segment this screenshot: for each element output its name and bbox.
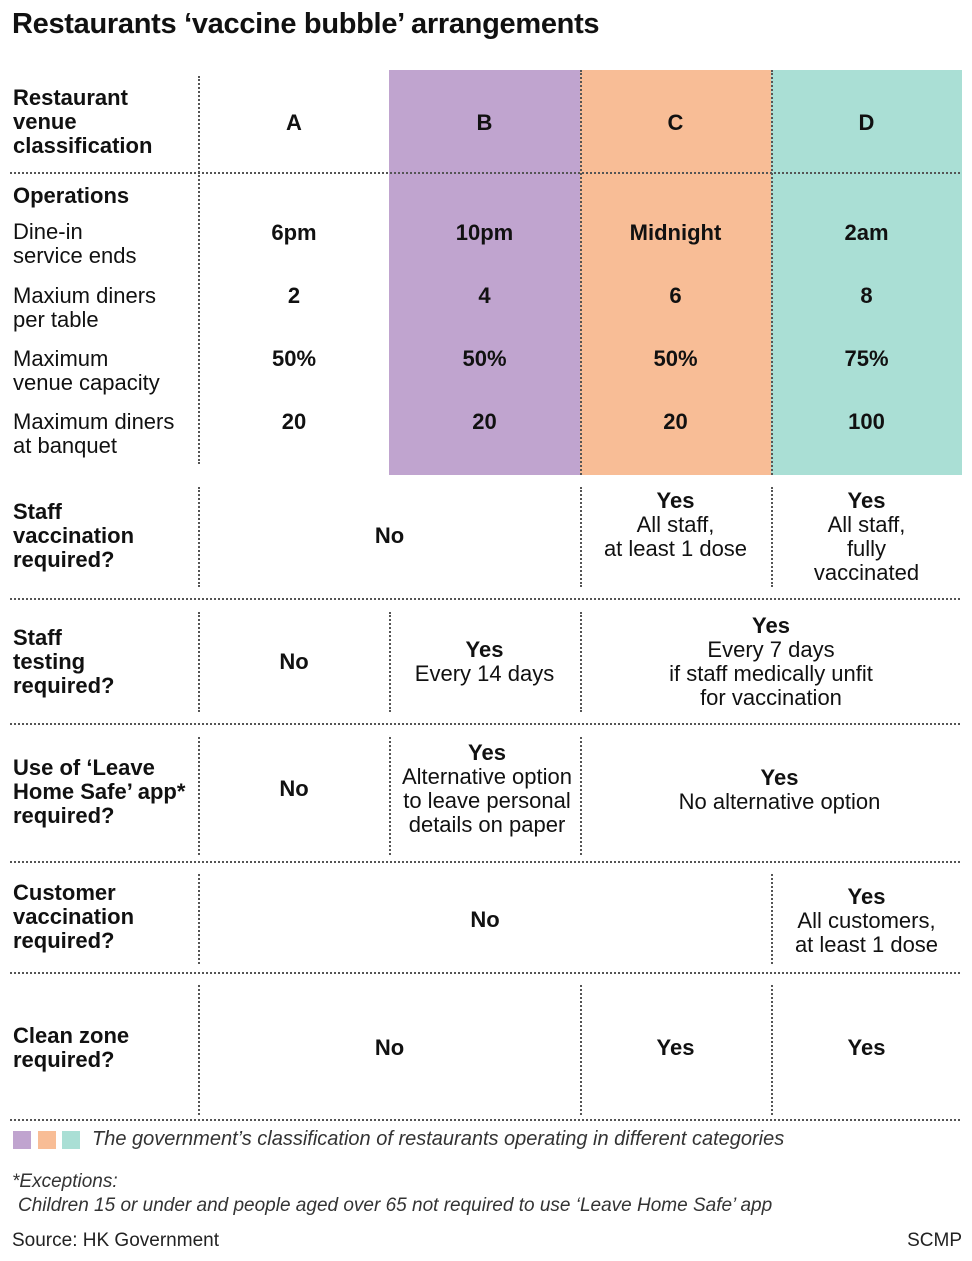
class-b-header: B	[476, 110, 493, 135]
cell-value: 20	[472, 409, 497, 434]
cell-value: 2	[287, 283, 301, 308]
divider	[580, 487, 582, 587]
class-c-header: C	[667, 110, 684, 135]
customer-vaccination-label: Customer vaccination required?	[13, 880, 135, 953]
divider	[198, 76, 200, 464]
header-row-label: Restaurant venue classification	[13, 85, 153, 158]
customer-vaccination-abc: No	[470, 907, 500, 932]
staff-vaccination-d: Yes All staff, fully vaccinated	[813, 488, 920, 585]
row-label: Maxium diners per table	[13, 283, 157, 332]
divider	[580, 737, 582, 855]
divider	[389, 737, 391, 855]
cell-value: 4	[478, 283, 491, 308]
row-label: Dine-in service ends	[13, 219, 137, 268]
divider	[10, 972, 960, 974]
cell-value: 10pm	[455, 220, 514, 245]
operations-label: Operations	[13, 183, 130, 208]
staff-testing-cd: Yes Every 7 days if staff medically unfit…	[669, 613, 873, 710]
clean-zone-label: Clean zone required?	[13, 1023, 130, 1072]
clean-zone-ab: No	[374, 1035, 405, 1060]
divider	[771, 874, 773, 964]
cell-value: 50%	[653, 346, 698, 371]
cell-value: 20	[281, 409, 307, 434]
legend-swatch-b	[13, 1131, 31, 1149]
divider	[198, 985, 200, 1115]
divider	[10, 172, 960, 174]
cell-value: 100	[848, 409, 885, 434]
leave-home-safe-cd: Yes No alternative option	[678, 765, 881, 814]
cell-value: 6	[669, 283, 682, 308]
legend-swatch-d	[62, 1131, 80, 1149]
divider	[10, 598, 960, 600]
divider	[771, 487, 773, 587]
staff-vaccination-label: Staff vaccination required?	[13, 499, 135, 572]
class-a-header: A	[286, 110, 302, 135]
class-d-header: D	[858, 110, 875, 135]
cell-value: 50%	[462, 346, 507, 371]
staff-vaccination-ab: No	[374, 523, 405, 548]
credit: SCMP	[907, 1230, 962, 1251]
divider	[198, 487, 200, 587]
customer-vaccination-d: Yes All customers, at least 1 dose	[794, 884, 939, 957]
staff-testing-b: Yes Every 14 days	[414, 637, 555, 686]
cell-value: 75%	[844, 346, 889, 371]
leave-home-safe-label: Use of ‘Leave Home Safe’ app* required?	[13, 755, 186, 828]
cell-value: 8	[860, 283, 873, 308]
leave-home-safe-b: Yes Alternative option to leave personal d…	[402, 740, 572, 837]
divider	[198, 737, 200, 855]
clean-zone-d: Yes	[847, 1035, 886, 1060]
exceptions-note: *Exceptions: Children 15 or under and pe…	[12, 1171, 773, 1216]
staff-testing-label: Staff testing required?	[13, 625, 115, 698]
class-d-band	[771, 70, 962, 475]
class-b-band	[389, 70, 580, 475]
leave-home-safe-a: No	[279, 776, 309, 801]
legend-swatch-c	[38, 1131, 56, 1149]
row-label: Maximum venue capacity	[13, 346, 160, 395]
row-label: Maximum diners at banquet	[13, 409, 175, 458]
divider	[771, 70, 773, 475]
cell-value: 2am	[844, 220, 889, 245]
page-title: Restaurants ‘vaccine bubble’ arrangement…	[12, 8, 600, 40]
cell-value: Midnight	[629, 220, 722, 245]
divider	[580, 612, 582, 712]
divider	[198, 612, 200, 712]
clean-zone-c: Yes	[656, 1035, 695, 1060]
divider	[389, 612, 391, 712]
divider	[10, 861, 960, 863]
divider	[10, 1119, 960, 1121]
class-c-band	[580, 70, 771, 475]
divider	[771, 985, 773, 1115]
source-note: Source: HK Government	[12, 1230, 219, 1251]
legend-text: The government’s classification of resta…	[92, 1128, 785, 1150]
cell-value: 6pm	[271, 220, 317, 245]
divider	[580, 70, 582, 475]
cell-value: 20	[663, 409, 688, 434]
divider	[10, 723, 960, 725]
staff-testing-a: No	[279, 649, 309, 674]
divider	[580, 985, 582, 1115]
staff-vaccination-c: Yes All staff, at least 1 dose	[603, 488, 748, 561]
divider	[198, 874, 200, 964]
cell-value: 50%	[271, 346, 317, 371]
